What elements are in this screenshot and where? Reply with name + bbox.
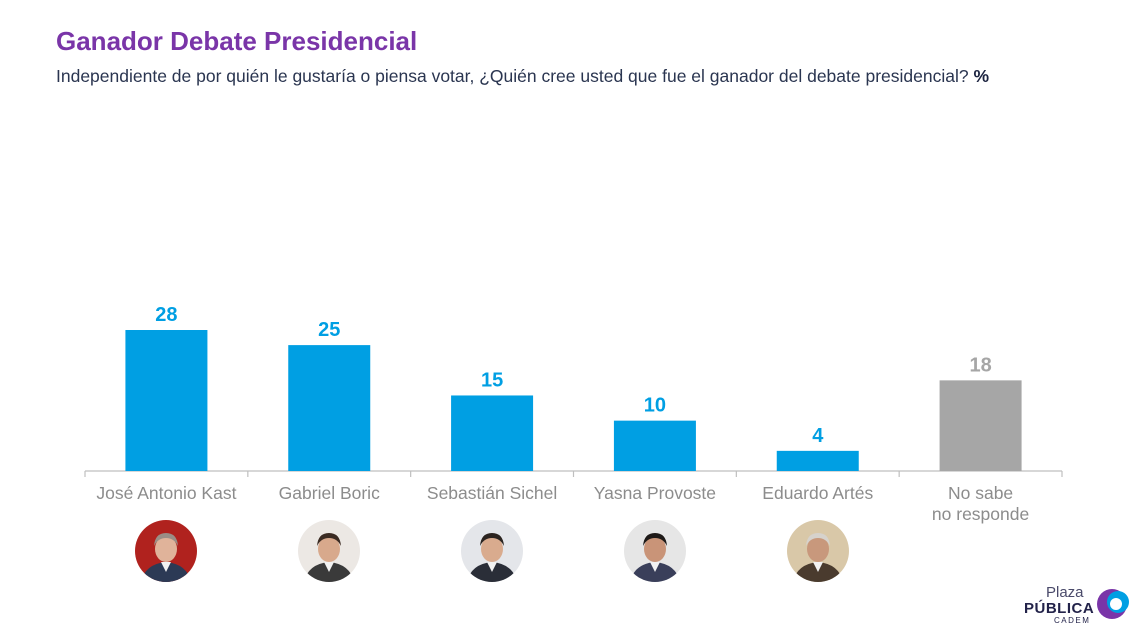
bar [776,450,859,471]
plaza-publica-logo: Plaza PÚBLICA CADEM [1024,584,1134,628]
logo-line-1: Plaza [1046,584,1084,601]
candidate-photo-boric [298,520,361,582]
category-label: Sebastián Sichel [427,483,557,503]
data-label: 28 [155,304,177,326]
chart-subtitle: Independiente de por quién le gustaría o… [56,66,1016,87]
data-label: 25 [318,319,340,341]
data-label: 10 [644,395,666,417]
category-label: Yasna Provoste [594,483,716,503]
data-label: 18 [969,354,991,376]
logo-mark-icon [1097,589,1129,619]
logo-line-3: CADEM [1054,616,1091,625]
candidate-photo-sichel [461,520,524,582]
bar [451,395,534,471]
data-label: 4 [812,425,824,447]
bar [288,345,371,471]
subtitle-text: Independiente de por quién le gustaría o… [56,66,969,86]
category-label: Gabriel Boric [279,483,380,503]
unit-label: % [973,66,990,86]
category-label: Eduardo Artés [762,483,873,503]
category-label: No sabe no responde [932,483,1029,524]
category-label: José Antonio Kast [96,483,236,503]
data-label: 15 [481,369,503,391]
logo-line-2: PÚBLICA [1024,600,1095,617]
candidate-photo-artes [786,520,849,582]
candidate-photo-kast [135,520,198,582]
bar [125,330,208,471]
chart-title: Ganador Debate Presidencial [56,26,418,56]
bar [939,380,1022,471]
bar [613,420,696,471]
candidate-photo-provoste [623,520,686,582]
